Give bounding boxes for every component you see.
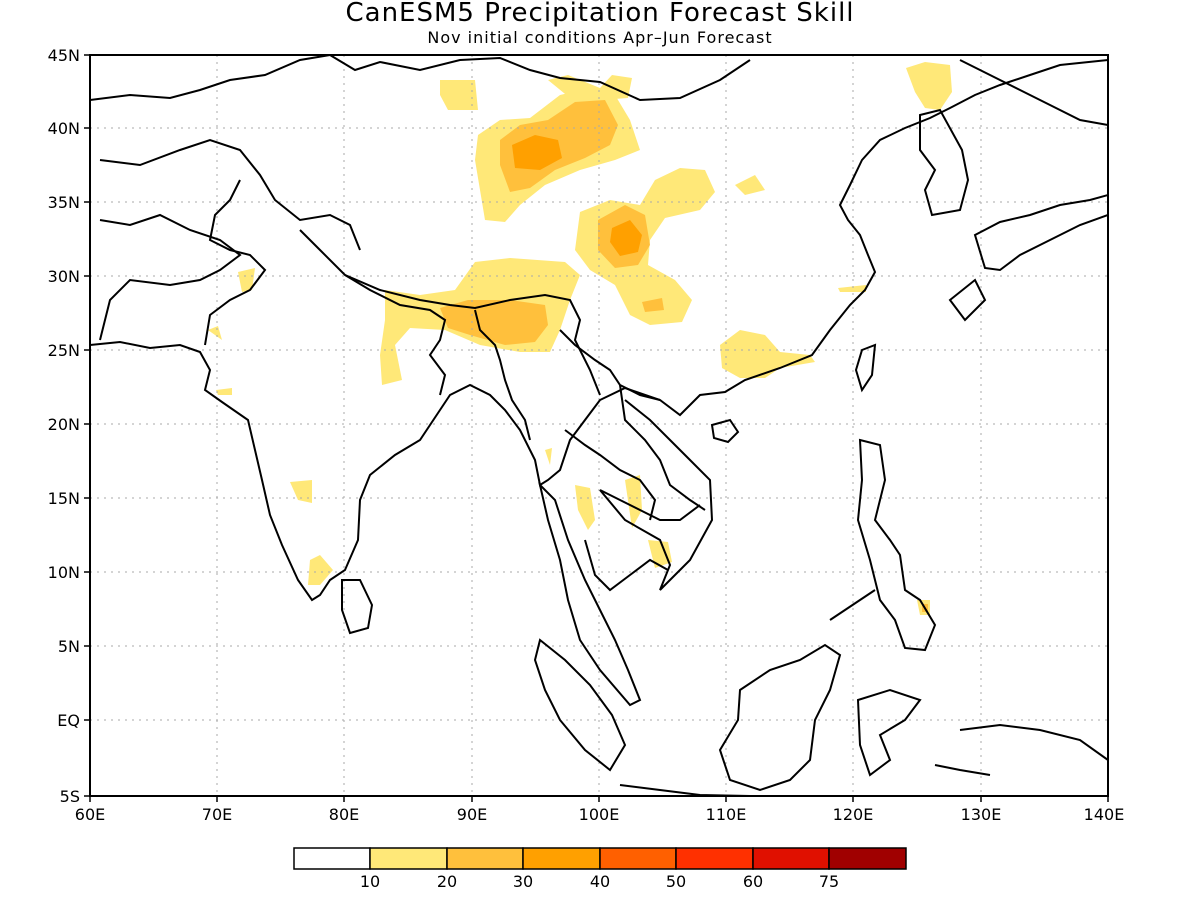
lat-label: EQ bbox=[57, 711, 80, 730]
skill-region-spot-c bbox=[208, 326, 222, 340]
skill-region-spot-h bbox=[575, 485, 595, 530]
skill-region-spot-f bbox=[308, 555, 333, 585]
skill-region-spot-k bbox=[838, 285, 866, 292]
lat-label: 5N bbox=[58, 637, 80, 656]
colorbar-box-1 bbox=[369, 847, 448, 870]
skill-region-himalaya-core bbox=[440, 300, 548, 345]
lon-label: 70E bbox=[202, 805, 232, 824]
colorbar-label: 20 bbox=[437, 872, 457, 891]
lat-label: 40N bbox=[48, 119, 80, 138]
colorbar-label: 75 bbox=[819, 872, 839, 891]
axis-ticks bbox=[84, 54, 1109, 802]
lon-label: 130E bbox=[961, 805, 1002, 824]
colorbar-box-0 bbox=[293, 847, 371, 870]
colorbar-box-7 bbox=[828, 847, 907, 870]
lon-label: 120E bbox=[833, 805, 874, 824]
lat-label: 20N bbox=[48, 415, 80, 434]
lat-label: 30N bbox=[48, 267, 80, 286]
lat-label: 25N bbox=[48, 341, 80, 360]
colorbar-label: 50 bbox=[666, 872, 686, 891]
lon-label: 100E bbox=[579, 805, 620, 824]
skill-region-spot-d bbox=[216, 388, 232, 395]
skill-region-spot-j bbox=[545, 448, 552, 465]
skill-region-spot-i bbox=[648, 540, 672, 568]
map-gridlines bbox=[90, 55, 1108, 796]
lat-label: 45N bbox=[48, 46, 80, 65]
colorbar-label: 40 bbox=[590, 872, 610, 891]
skill-region-mongolia bbox=[548, 75, 632, 100]
skill-region-spot-b bbox=[238, 268, 255, 292]
colorbar: 10 20 30 40 50 60 75 bbox=[293, 847, 907, 891]
longitude-labels: 60E 70E 80E 90E 100E 110E 120E 130E 140E bbox=[75, 805, 1125, 824]
colorbar-box-5 bbox=[675, 847, 754, 870]
lon-label: 140E bbox=[1084, 805, 1125, 824]
skill-region-spot-a bbox=[440, 80, 478, 110]
map-title: CanESM5 Precipitation Forecast Skill bbox=[345, 0, 855, 28]
skill-region-small-spot bbox=[642, 298, 664, 312]
lon-label: 90E bbox=[457, 805, 487, 824]
lat-label: 35N bbox=[48, 193, 80, 212]
skill-shading bbox=[208, 62, 952, 615]
skill-region-southeast-china bbox=[720, 330, 815, 378]
colorbar-box-4 bbox=[599, 847, 677, 870]
colorbar-label: 60 bbox=[743, 872, 763, 891]
lat-label: 5S bbox=[60, 787, 80, 806]
lat-label: 10N bbox=[48, 563, 80, 582]
map-subtitle: Nov initial conditions Apr–Jun Forecast bbox=[427, 28, 773, 47]
skill-region-east-spot bbox=[735, 175, 765, 195]
country-borders bbox=[90, 55, 751, 521]
map-frame bbox=[89, 54, 1109, 797]
colorbar-box-3 bbox=[522, 847, 601, 870]
skill-region-north-china-peak bbox=[512, 135, 562, 170]
latitude-labels: 45N 40N 35N 30N 25N 20N 15N 10N 5N EQ 5S bbox=[48, 46, 80, 806]
coastlines bbox=[90, 59, 1108, 796]
lon-label: 60E bbox=[75, 805, 105, 824]
skill-region-spot-g bbox=[625, 475, 642, 528]
lon-label: 110E bbox=[706, 805, 747, 824]
colorbar-box-2 bbox=[446, 847, 524, 870]
lon-label: 80E bbox=[329, 805, 359, 824]
colorbar-box-6 bbox=[752, 847, 830, 870]
colorbar-label: 10 bbox=[360, 872, 380, 891]
skill-region-northeast-asia bbox=[906, 62, 952, 110]
lat-label: 15N bbox=[48, 489, 80, 508]
skill-region-spot-e bbox=[290, 480, 312, 503]
colorbar-label: 30 bbox=[513, 872, 533, 891]
skill-region-central-china-peak bbox=[610, 220, 642, 256]
